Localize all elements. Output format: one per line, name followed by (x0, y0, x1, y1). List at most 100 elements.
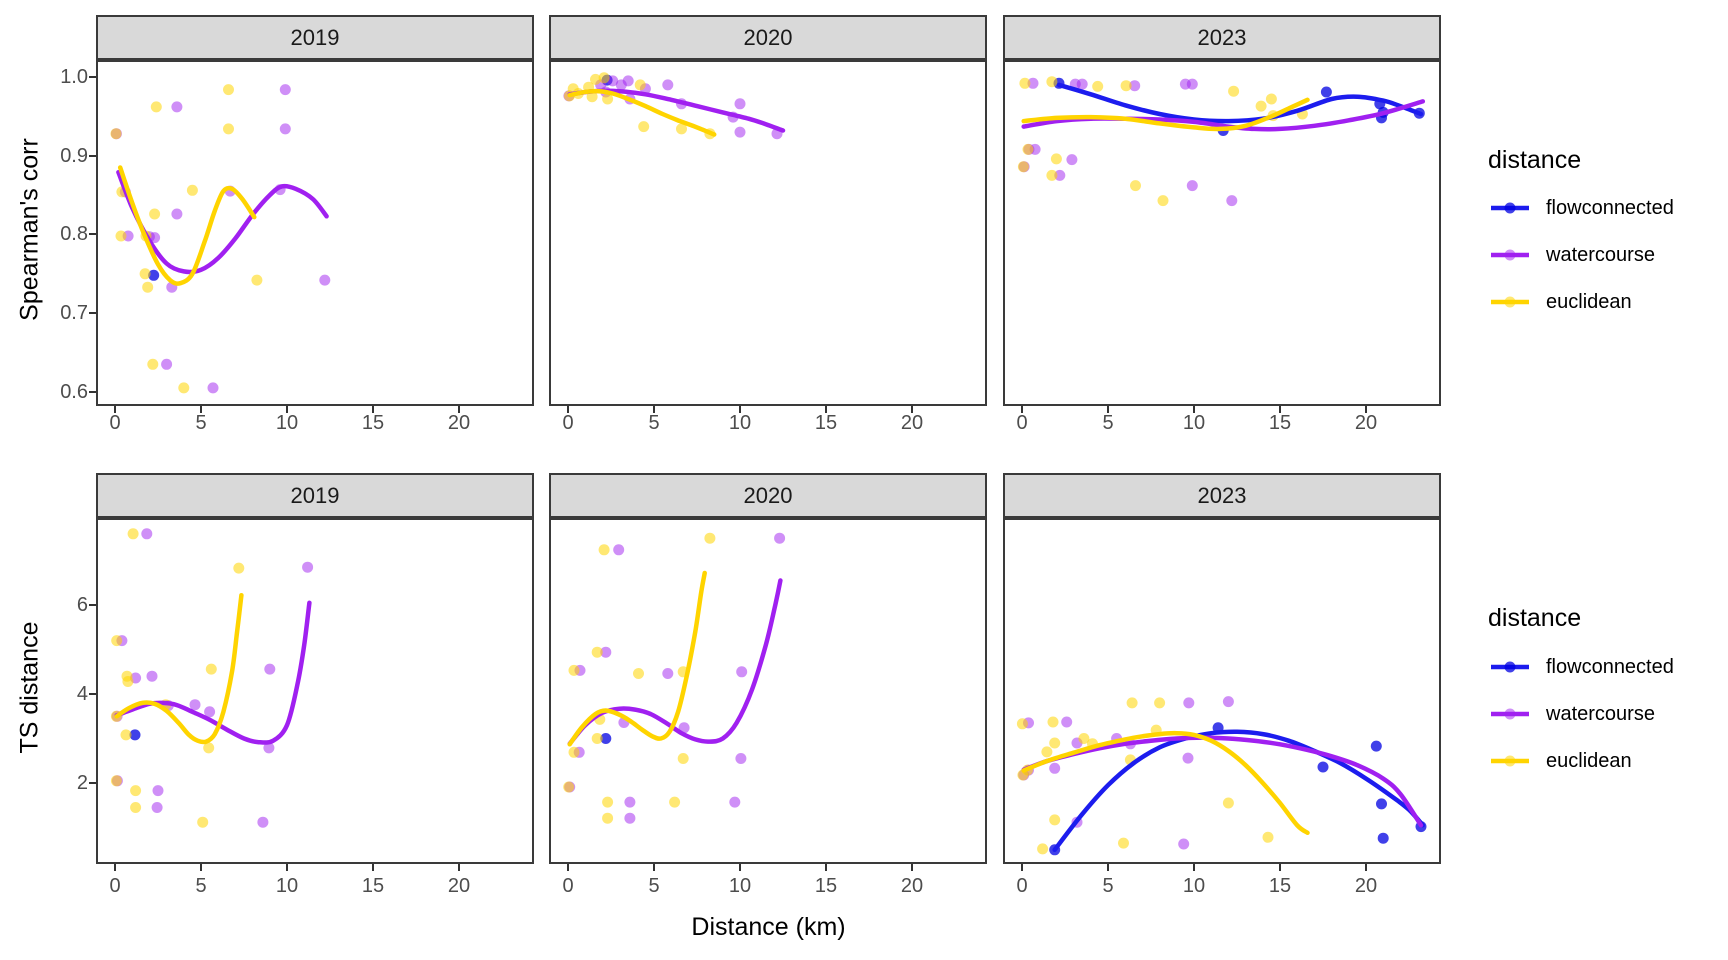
x-tick-mark (911, 864, 913, 871)
legend-item-euclidean: euclidean (1490, 290, 1728, 314)
smooth-curve-watercourse (116, 169, 329, 275)
x-tick-label: 0 (562, 412, 574, 434)
legend-item-label: watercourse (1546, 703, 1655, 725)
y-tick-mark (89, 76, 96, 78)
x-tick-label: 0 (1016, 875, 1028, 897)
x-tick-mark (1193, 406, 1195, 413)
facet-strip: 2023 (1003, 15, 1441, 60)
scatter-point-watercourse (171, 208, 183, 220)
scatter-point-watercourse (622, 75, 634, 87)
scatter-point-euclidean (598, 544, 610, 556)
scatter-point-watercourse (171, 101, 183, 113)
x-tick-mark (1107, 864, 1109, 871)
scatter-point-euclidean (178, 382, 190, 394)
scatter-point-euclidean (197, 816, 209, 828)
legend-item-euclidean: euclidean (1490, 749, 1728, 773)
scatter-point-euclidean (150, 101, 162, 113)
scatter-point-euclidean (1037, 843, 1049, 855)
scatter-point-euclidean (1222, 797, 1234, 809)
scatter-point-euclidean (1262, 831, 1274, 843)
scatter-point-euclidean (602, 796, 614, 808)
x-tick-mark (372, 864, 374, 871)
scatter-point-watercourse (319, 274, 331, 286)
scatter-point-euclidean (223, 123, 234, 135)
scatter-point-watercourse (1186, 180, 1198, 192)
legend-key-flowconnected (1491, 202, 1529, 214)
scatter-point-watercourse (1061, 716, 1073, 728)
scatter-point-flowconnected (600, 733, 612, 744)
scatter-point-euclidean (1126, 697, 1138, 709)
x-tick-label: 5 (195, 875, 207, 897)
scatter-point-euclidean (122, 676, 134, 687)
scatter-point-flowconnected (1370, 740, 1382, 752)
legend-key-euclidean (1491, 755, 1529, 767)
x-tick-label: 10 (728, 875, 752, 897)
panel-svg-2019 (96, 60, 534, 406)
legend-key-flowconnected (1491, 661, 1529, 673)
panel-svg-2023 (1003, 60, 1441, 406)
x-tick-mark (739, 406, 741, 413)
scatter-point-euclidean (563, 781, 575, 793)
x-tick-mark (114, 864, 116, 871)
scatter-point-euclidean (1049, 737, 1061, 749)
x-tick-label: 15 (814, 412, 838, 434)
y-tick-label: 0.6 (60, 380, 88, 403)
scatter-point-watercourse (1076, 78, 1088, 90)
x-tick-label: 20 (1354, 412, 1378, 434)
scatter-point-watercourse (152, 785, 164, 797)
scatter-point-watercourse (204, 706, 216, 718)
legend-key-watercourse (1491, 708, 1529, 720)
scatter-point-euclidean (115, 230, 127, 242)
x-tick-label: 0 (109, 412, 121, 434)
y-tick-label: 2 (76, 772, 88, 794)
facet-strip-label: 2023 (1197, 482, 1247, 508)
scatter-point-euclidean (602, 93, 614, 105)
scatter-point-watercourse (1129, 80, 1141, 92)
x-tick-mark (825, 864, 827, 871)
scatter-point-euclidean (120, 729, 132, 741)
x-tick-mark (1279, 406, 1281, 413)
facet-strip-label: 2019 (290, 24, 340, 50)
scatter-point-watercourse (1186, 78, 1198, 90)
x-tick-mark (458, 406, 460, 413)
scatter-point-watercourse (207, 382, 219, 394)
x-tick-mark (114, 406, 116, 413)
x-tick-mark (200, 406, 202, 413)
scatter-point-euclidean (149, 208, 161, 220)
x-tick-mark (1021, 406, 1023, 413)
scatter-point-euclidean (634, 79, 646, 91)
scatter-point-watercourse (257, 816, 269, 828)
facet-strip: 2023 (1003, 473, 1441, 518)
legend-key-euclidean (1491, 296, 1529, 308)
x-tick-label: 20 (1354, 875, 1378, 897)
scatter-point-euclidean (110, 128, 122, 140)
scatter-point-euclidean (676, 123, 687, 135)
scatter-point-euclidean (704, 532, 716, 544)
scatter-point-euclidean (1022, 143, 1034, 155)
smooth-curve-euclidean (1021, 97, 1310, 132)
scatter-point-watercourse (1178, 838, 1190, 850)
scatter-point-watercourse (736, 666, 748, 678)
scatter-point-euclidean (1157, 195, 1169, 207)
scatter-point-euclidean (1078, 733, 1090, 744)
scatter-point-euclidean (111, 635, 123, 647)
x-tick-mark (911, 406, 913, 413)
scatter-point-euclidean (251, 274, 263, 286)
facet-strip-label: 2023 (1197, 24, 1247, 50)
scatter-point-watercourse (146, 670, 158, 682)
smooth-curve-watercourse (1021, 735, 1424, 828)
panel-border (549, 60, 987, 406)
y-tick-label: 4 (76, 683, 88, 705)
legend-item-label: euclidean (1546, 750, 1632, 772)
scatter-point-euclidean (677, 753, 689, 764)
x-tick-label: 20 (900, 875, 924, 897)
scatter-point-watercourse (279, 123, 291, 135)
scatter-point-watercourse (662, 668, 674, 679)
panel-svg-2020 (549, 60, 987, 406)
facet-strip-label: 2019 (290, 482, 340, 508)
y-tick-label: 1.0 (60, 66, 88, 88)
scatter-point-euclidean (205, 663, 217, 675)
x-tick-label: 0 (562, 875, 574, 897)
scatter-point-euclidean (568, 664, 580, 676)
scatter-point-euclidean (1016, 718, 1028, 730)
